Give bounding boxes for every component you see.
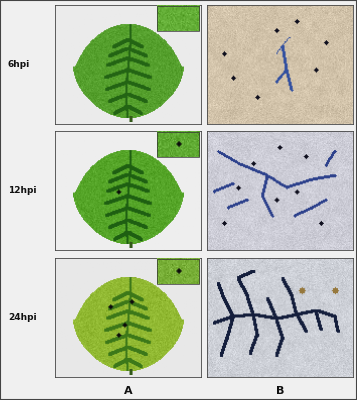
Text: B: B [276,386,284,396]
Text: 12hpi: 12hpi [8,186,36,195]
Text: 6hpi: 6hpi [8,60,30,69]
Text: A: A [124,386,132,396]
Bar [157,259,199,284]
Bar [157,132,199,158]
Text: 24hpi: 24hpi [8,313,36,322]
Bar [157,6,199,31]
